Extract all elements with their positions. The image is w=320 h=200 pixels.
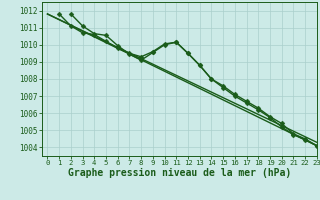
X-axis label: Graphe pression niveau de la mer (hPa): Graphe pression niveau de la mer (hPa) [68,168,291,178]
